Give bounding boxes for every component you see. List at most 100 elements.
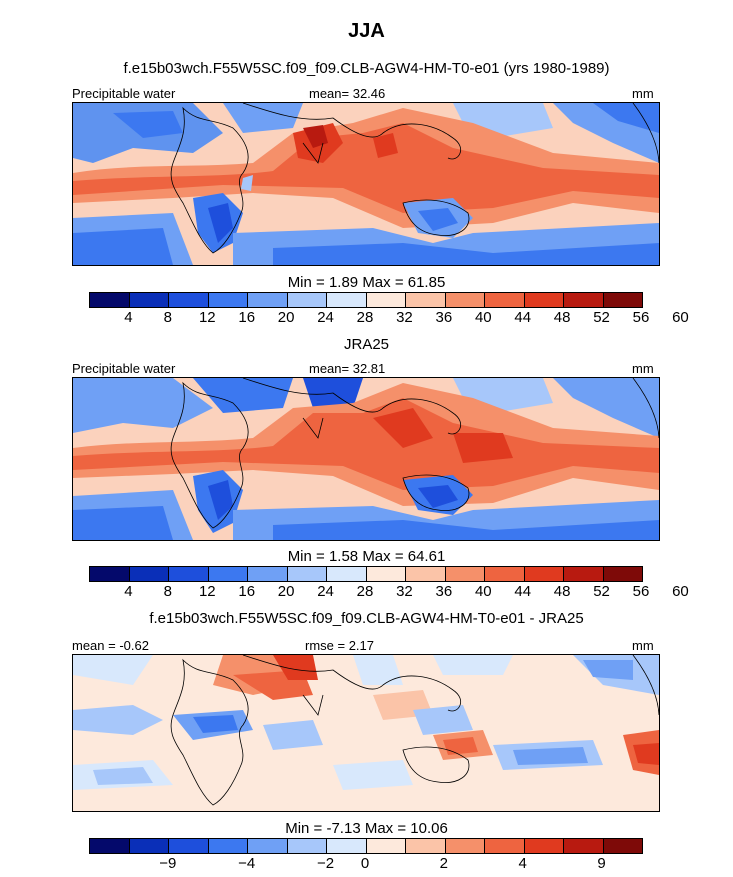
panel3-colorbar-swatch [287, 839, 327, 853]
panel3-mean-label: mean = -0.62 [72, 638, 149, 653]
panel2-colorbar-tick-label: 16 [238, 583, 256, 600]
panel1-colorbar-swatch [129, 293, 169, 307]
panel3-title: f.e15b03wch.F55W5SC.f09_f09.CLB-AGW4-HM-… [149, 610, 584, 627]
panel1-colorbar-swatch [524, 293, 564, 307]
panel2-colorbar-swatch [445, 567, 485, 581]
panel2-colorbar-swatch [208, 567, 248, 581]
panel1-colorbar-ticks: 4 8 12 16 20 24 28 32 36 40 44 48 52 56 60 [89, 309, 689, 329]
panel1-colorbar-tick-label: 52 [593, 309, 610, 326]
panel3-colorbar-tick-label: −2 [317, 855, 335, 872]
panel3-colorbar-swatch [90, 839, 130, 853]
panel1-colorbar [89, 292, 643, 308]
panel1-colorbar-tick-label: 32 [396, 309, 413, 326]
panel1-title: f.e15b03wch.F55W5SC.f09_f09.CLB-AGW4-HM-… [123, 60, 610, 77]
panel2-colorbar-tick-label: 4 [124, 583, 133, 600]
panel3-colorbar-swatch [485, 839, 525, 853]
panel1-colorbar-tick-label: 16 [238, 309, 256, 326]
panel3-colorbar-tick-label: 0 [360, 855, 370, 872]
panel3-colorbar-swatch [327, 839, 367, 853]
panel1-colorbar-tick-label: 60 [672, 309, 689, 326]
panel3-colorbar [89, 838, 643, 854]
panel1-colorbar-swatch [406, 293, 446, 307]
panel3-colorbar-swatch [564, 839, 604, 853]
panel3-rmse-label: rmse = 2.17 [305, 638, 375, 653]
panel1-colorbar-swatch [603, 293, 642, 307]
panel3-colorbar-tick-label: −4 [238, 855, 256, 872]
panel2-colorbar-ticks: 4 8 12 16 20 24 28 32 36 40 44 48 52 56 60 [89, 583, 689, 603]
panel2-colorbar-swatch [248, 567, 288, 581]
panel1-colorbar-swatch [445, 293, 485, 307]
panel3-colorbar-swatch [445, 839, 485, 853]
panel1-colorbar-tick-label: 20 [277, 309, 295, 326]
panel1-map [72, 102, 660, 266]
panel3-colorbar-swatch [169, 839, 209, 853]
panel3-colorbar-swatch [208, 839, 248, 853]
panel3-colorbar-swatch [524, 839, 564, 853]
panel2-title: JRA25 [343, 336, 390, 353]
panel3-units-label: mm [632, 638, 654, 653]
panel3-colorbar-tick-label: 2 [439, 855, 449, 872]
panel1-colorbar-tick-label: 8 [163, 309, 173, 326]
panel1-colorbar-tick-label: 4 [124, 309, 133, 326]
panel2-colorbar-tick-label: 36 [435, 583, 453, 600]
panel2-colorbar-tick-label: 48 [553, 583, 571, 600]
panel3-colorbar-swatch [366, 839, 406, 853]
panel2-colorbar-swatch [327, 567, 367, 581]
panel1-colorbar-tick-label: 24 [317, 309, 334, 326]
panel2-colorbar-swatch [366, 567, 406, 581]
panel3-map [72, 654, 660, 812]
panel1-mean-label: mean= 32.46 [309, 86, 386, 101]
panel2-map [72, 377, 660, 541]
panel2-stats: Min = 1.58 Max = 64.61 [287, 548, 446, 565]
panel1-colorbar-swatch [248, 293, 288, 307]
panel2-colorbar-tick-label: 20 [277, 583, 295, 600]
panel2-colorbar-swatch [564, 567, 604, 581]
panel3-colorbar-tick-label: −9 [159, 855, 177, 872]
panel2-colorbar-tick-label: 52 [593, 583, 610, 600]
panel2-colorbar [89, 566, 643, 582]
panel2-colorbar-swatch [603, 567, 642, 581]
panel1-colorbar-swatch [287, 293, 327, 307]
panel2-colorbar-tick-label: 40 [474, 583, 492, 600]
panel2-colorbar-tick-label: 60 [672, 583, 689, 600]
panel1-colorbar-swatch [485, 293, 525, 307]
panel2-colorbar-swatch [406, 567, 446, 581]
page-title: JJA [348, 20, 385, 42]
panel1-colorbar-tick-label: 48 [553, 309, 571, 326]
panel3-colorbar-tick-label: 9 [597, 855, 606, 872]
panel2-colorbar-swatch [169, 567, 209, 581]
panel1-colorbar-tick-label: 12 [198, 309, 216, 326]
panel1-colorbar-tick-label: 28 [356, 309, 374, 326]
panel2-colorbar-tick-label: 12 [198, 583, 216, 600]
panel1-units-label: mm [632, 86, 654, 101]
panel1-colorbar-swatch [564, 293, 604, 307]
panel2-colorbar-tick-label: 24 [317, 583, 334, 600]
panel3-stats: Min = -7.13 Max = 10.06 [285, 820, 448, 837]
panel1-colorbar-tick-label: 56 [632, 309, 650, 326]
panel1-colorbar-swatch [327, 293, 367, 307]
panel3-colorbar-swatch [129, 839, 169, 853]
panel2-colorbar-tick-label: 28 [356, 583, 374, 600]
panel1-stats: Min = 1.89 Max = 61.85 [287, 274, 446, 291]
panel1-colorbar-tick-label: 36 [435, 309, 453, 326]
panel1-colorbar-swatch [90, 293, 130, 307]
panel1-colorbar-tick-label: 44 [514, 309, 532, 326]
panel3-colorbar-tick-label: 4 [518, 855, 527, 872]
panel1-colorbar-swatch [366, 293, 406, 307]
panel2-colorbar-swatch [485, 567, 525, 581]
panel2-colorbar-swatch [129, 567, 169, 581]
panel1-colorbar-tick-label: 40 [474, 309, 492, 326]
panel2-colorbar-tick-label: 8 [163, 583, 173, 600]
panel3-colorbar-swatch [406, 839, 446, 853]
panel2-units-label: mm [632, 361, 654, 376]
panel3-colorbar-swatch [603, 839, 642, 853]
panel2-colorbar-swatch [287, 567, 327, 581]
panel3-colorbar-ticks: −9 −4 −2 0 2 4 9 [89, 855, 641, 875]
panel2-colorbar-swatch [524, 567, 564, 581]
panel2-colorbar-tick-label: 32 [396, 583, 413, 600]
panel2-colorbar-tick-label: 56 [632, 583, 650, 600]
panel2-colorbar-swatch [90, 567, 130, 581]
panel1-colorbar-swatch [169, 293, 209, 307]
panel2-colorbar-tick-label: 44 [514, 583, 532, 600]
panel2-variable-label: Precipitable water [72, 361, 176, 376]
